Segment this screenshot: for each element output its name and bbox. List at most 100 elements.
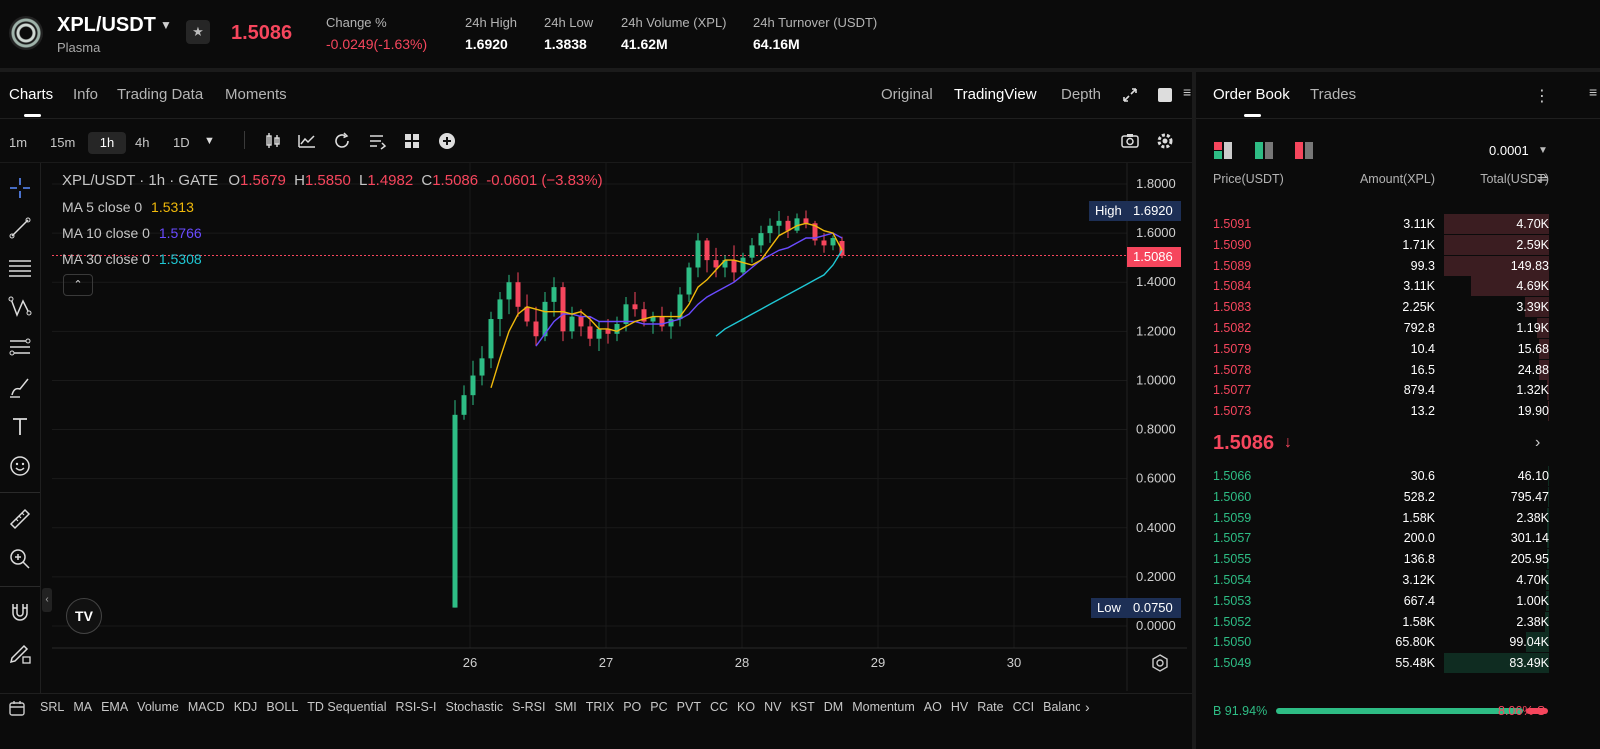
layout-square-icon[interactable] bbox=[1158, 88, 1172, 102]
layout-grid-icon[interactable] bbox=[401, 130, 423, 152]
ask-row[interactable]: 1.5082 792.8 1.19K bbox=[1196, 318, 1600, 338]
view-tradingview[interactable]: TradingView bbox=[954, 86, 1037, 103]
bid-row[interactable]: 1.5050 65.80K 99.04K bbox=[1196, 632, 1600, 653]
caret-down-icon[interactable]: ▼ bbox=[160, 18, 172, 32]
ask-row[interactable]: 1.5083 2.25K 3.39K bbox=[1196, 297, 1600, 318]
legend-ma30[interactable]: MA 30 close 0 1.5308 bbox=[62, 251, 202, 267]
column-toggle-icon[interactable]: ⇌ bbox=[1537, 171, 1548, 186]
indicator-8[interactable]: RSI-S-I bbox=[395, 700, 437, 714]
ask-row[interactable]: 1.5090 1.71K 2.59K bbox=[1196, 234, 1600, 255]
legend-collapse-button[interactable]: ⌃ bbox=[63, 274, 93, 296]
indicators-icon[interactable] bbox=[296, 130, 318, 152]
indicator-3[interactable]: Volume bbox=[137, 700, 179, 714]
indicator-1[interactable]: MA bbox=[73, 700, 93, 714]
indicator-12[interactable]: TRIX bbox=[585, 700, 615, 714]
indicator-22[interactable]: AO bbox=[923, 700, 942, 714]
tab-charts[interactable]: Charts bbox=[9, 86, 54, 103]
timeframe-1d[interactable]: 1D bbox=[173, 135, 190, 150]
tab-trades[interactable]: Trades bbox=[1310, 86, 1357, 103]
text-tool-icon[interactable] bbox=[6, 412, 34, 440]
ruler-icon[interactable] bbox=[6, 505, 34, 533]
collapse-sidebar-icon[interactable]: ‹ bbox=[42, 588, 52, 612]
view-original[interactable]: Original bbox=[881, 86, 933, 103]
timeframe-more-caret-icon[interactable]: ▼ bbox=[204, 135, 215, 147]
favorite-star-button[interactable]: ★ bbox=[186, 20, 210, 44]
indicator-26[interactable]: Balance bbox=[1043, 700, 1080, 714]
chart-settings-icon[interactable] bbox=[1150, 653, 1170, 673]
horizontal-lines-icon[interactable] bbox=[6, 253, 34, 281]
panel-divider-vertical[interactable] bbox=[1192, 72, 1196, 749]
bid-row[interactable]: 1.5066 30.6 46.10 bbox=[1196, 466, 1600, 486]
precision-select[interactable]: 0.0001 bbox=[1489, 143, 1529, 158]
ask-row[interactable]: 1.5079 10.4 15.68 bbox=[1196, 338, 1600, 359]
replay-icon[interactable] bbox=[331, 130, 353, 152]
tab-trading-data[interactable]: Trading Data bbox=[117, 86, 204, 103]
expand-icon[interactable] bbox=[1121, 86, 1139, 104]
legend-ma10[interactable]: MA 10 close 0 1.5766 bbox=[62, 225, 202, 241]
bid-row[interactable]: 1.5049 55.48K 83.49K bbox=[1196, 653, 1600, 674]
fib-tool-icon[interactable] bbox=[6, 333, 34, 361]
timeframe-15m[interactable]: 15m bbox=[50, 135, 76, 150]
calendar-icon[interactable] bbox=[8, 699, 26, 717]
chevron-right-icon[interactable]: › bbox=[1085, 699, 1090, 715]
bid-row[interactable]: 1.5059 1.58K 2.38K bbox=[1196, 507, 1600, 528]
ask-row[interactable]: 1.5084 3.11K 4.69K bbox=[1196, 276, 1600, 297]
indicator-6[interactable]: BOLL bbox=[266, 700, 299, 714]
bid-row[interactable]: 1.5052 1.58K 2.38K bbox=[1196, 611, 1600, 632]
ask-row[interactable]: 1.5091 3.11K 4.70K bbox=[1196, 214, 1600, 234]
pair-selector[interactable]: XPL/USDT bbox=[57, 14, 156, 36]
indicator-23[interactable]: HV bbox=[950, 700, 969, 714]
panel-menu-icon[interactable]: ≡ bbox=[1183, 84, 1192, 100]
magnet-icon[interactable] bbox=[6, 598, 34, 626]
timeframe-1h[interactable]: 1h bbox=[88, 132, 126, 154]
legend-ma5[interactable]: MA 5 close 0 1.5313 bbox=[62, 199, 194, 215]
ask-row[interactable]: 1.5078 16.5 24.88 bbox=[1196, 359, 1600, 380]
tab-moments[interactable]: Moments bbox=[225, 86, 287, 103]
timeframe-1m[interactable]: 1m bbox=[9, 135, 28, 150]
indicator-18[interactable]: NV bbox=[764, 700, 782, 714]
indicator-4[interactable]: MACD bbox=[187, 700, 225, 714]
indicator-13[interactable]: PO bbox=[623, 700, 642, 714]
indicator-20[interactable]: DM bbox=[823, 700, 844, 714]
ask-row[interactable]: 1.5089 99.3 149.83 bbox=[1196, 255, 1600, 276]
caret-down-icon[interactable]: ▼ bbox=[1538, 145, 1548, 156]
view-depth[interactable]: Depth bbox=[1061, 86, 1102, 103]
book-asks-mode-icon[interactable] bbox=[1294, 141, 1314, 160]
lock-drawing-icon[interactable] bbox=[6, 638, 34, 666]
camera-icon[interactable] bbox=[1119, 130, 1141, 152]
candle-type-icon[interactable] bbox=[262, 130, 284, 152]
zoom-in-icon[interactable] bbox=[6, 545, 34, 573]
bid-row[interactable]: 1.5057 200.0 301.14 bbox=[1196, 528, 1600, 549]
book-both-mode-icon[interactable] bbox=[1213, 141, 1233, 160]
tab-info[interactable]: Info bbox=[73, 86, 99, 103]
book-bids-mode-icon[interactable] bbox=[1254, 141, 1274, 160]
bid-row[interactable]: 1.5060 528.2 795.47 bbox=[1196, 486, 1600, 507]
add-circle-icon[interactable] bbox=[436, 130, 458, 152]
crosshair-icon[interactable] bbox=[6, 174, 34, 202]
bid-row[interactable]: 1.5055 136.8 205.95 bbox=[1196, 549, 1600, 570]
indicator-21[interactable]: Momentum bbox=[852, 700, 915, 714]
gear-icon[interactable] bbox=[1154, 130, 1176, 152]
indicator-15[interactable]: PVT bbox=[676, 700, 701, 714]
panel-menu-icon[interactable]: ≡ bbox=[1589, 84, 1598, 100]
indicator-9[interactable]: Stochastic bbox=[445, 700, 504, 714]
more-vertical-icon[interactable]: ⋮ bbox=[1534, 88, 1550, 105]
indicator-16[interactable]: CC bbox=[709, 700, 729, 714]
indicator-19[interactable]: KST bbox=[790, 700, 815, 714]
trend-line-icon[interactable] bbox=[6, 214, 34, 242]
indicator-0[interactable]: SRL bbox=[40, 700, 65, 714]
ask-row[interactable]: 1.5073 13.2 19.90 bbox=[1196, 401, 1600, 422]
emoji-icon[interactable] bbox=[6, 452, 34, 480]
indicator-11[interactable]: SMI bbox=[554, 700, 577, 714]
chevron-right-icon[interactable]: › bbox=[1535, 434, 1541, 451]
bid-row[interactable]: 1.5053 667.4 1.00K bbox=[1196, 590, 1600, 611]
indicator-5[interactable]: KDJ bbox=[233, 700, 258, 714]
bid-row[interactable]: 1.5054 3.12K 4.70K bbox=[1196, 570, 1600, 590]
templates-icon[interactable] bbox=[366, 130, 388, 152]
price-chart[interactable]: 1.8000 1.6000 1.4000 1.2000 1.0000 0.8000 0.60… bbox=[52, 163, 1190, 691]
indicator-24[interactable]: Rate bbox=[977, 700, 1004, 714]
indicator-14[interactable]: PC bbox=[650, 700, 668, 714]
pattern-tool-icon[interactable] bbox=[6, 293, 34, 321]
brush-icon[interactable] bbox=[6, 373, 34, 401]
tab-order-book[interactable]: Order Book bbox=[1213, 86, 1290, 103]
